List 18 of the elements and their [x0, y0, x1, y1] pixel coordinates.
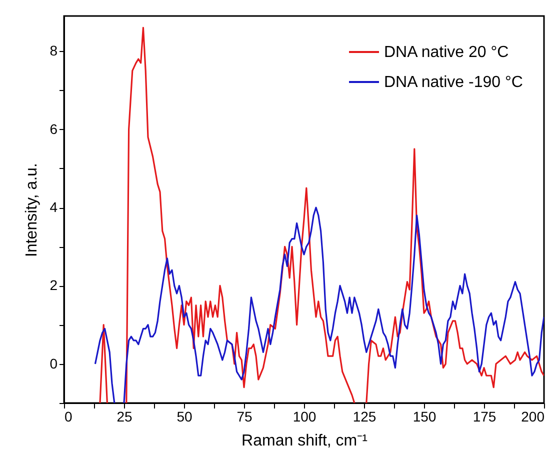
y-axis-title: Intensity, a.u. — [24, 163, 41, 257]
x-tick-label: 125 — [352, 408, 376, 424]
x-tick-label: 50 — [176, 408, 192, 424]
x-tick-label: 200 — [521, 408, 545, 424]
x-tick-label: 100 — [292, 408, 316, 424]
x-tick-label: 75 — [236, 408, 252, 424]
x-axis-title: Raman shift, cm⁻¹ — [242, 432, 368, 450]
x-tick-label: 25 — [116, 408, 132, 424]
y-tick-label: 6 — [50, 120, 58, 137]
x-tick-label: 175 — [472, 408, 496, 424]
x-tick-label: 150 — [412, 408, 436, 424]
y-tick-label: 0 — [50, 355, 58, 372]
y-tick-label: 2 — [50, 277, 58, 294]
y-tick-label: 4 — [50, 199, 58, 216]
x-tick-label: 0 — [64, 408, 72, 424]
legend-label: DNA native 20 °C — [384, 44, 509, 61]
legend-label: DNA native -190 °C — [384, 74, 523, 91]
y-tick-label: 8 — [50, 42, 58, 59]
